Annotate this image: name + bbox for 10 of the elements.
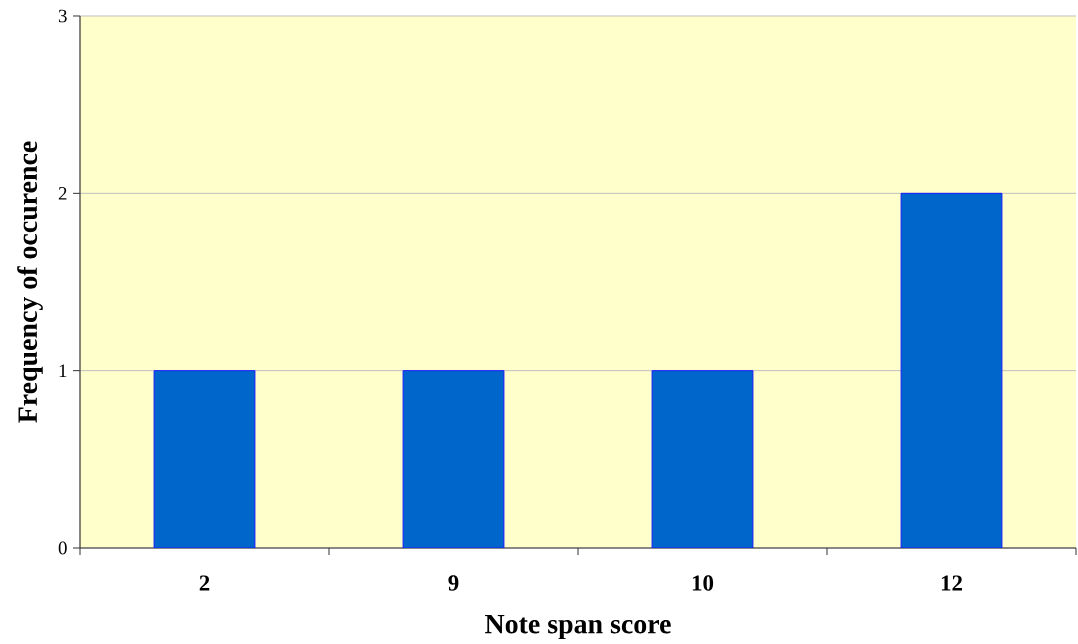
x-tick-label: 9 [448,575,459,591]
y-tick-label: 1 [59,364,67,377]
y-tick-label: 2 [58,187,67,200]
x-tick-label: 2 [199,575,210,591]
y-axis-title: Frequency of occurence [17,141,43,423]
x-tick-label: 10 [692,575,714,591]
y-tick-label: 3 [58,9,67,23]
x-axis-title: Note span score [485,614,671,640]
x-tick-label: 12 [941,575,962,591]
y-tick-label: 0 [58,541,67,555]
